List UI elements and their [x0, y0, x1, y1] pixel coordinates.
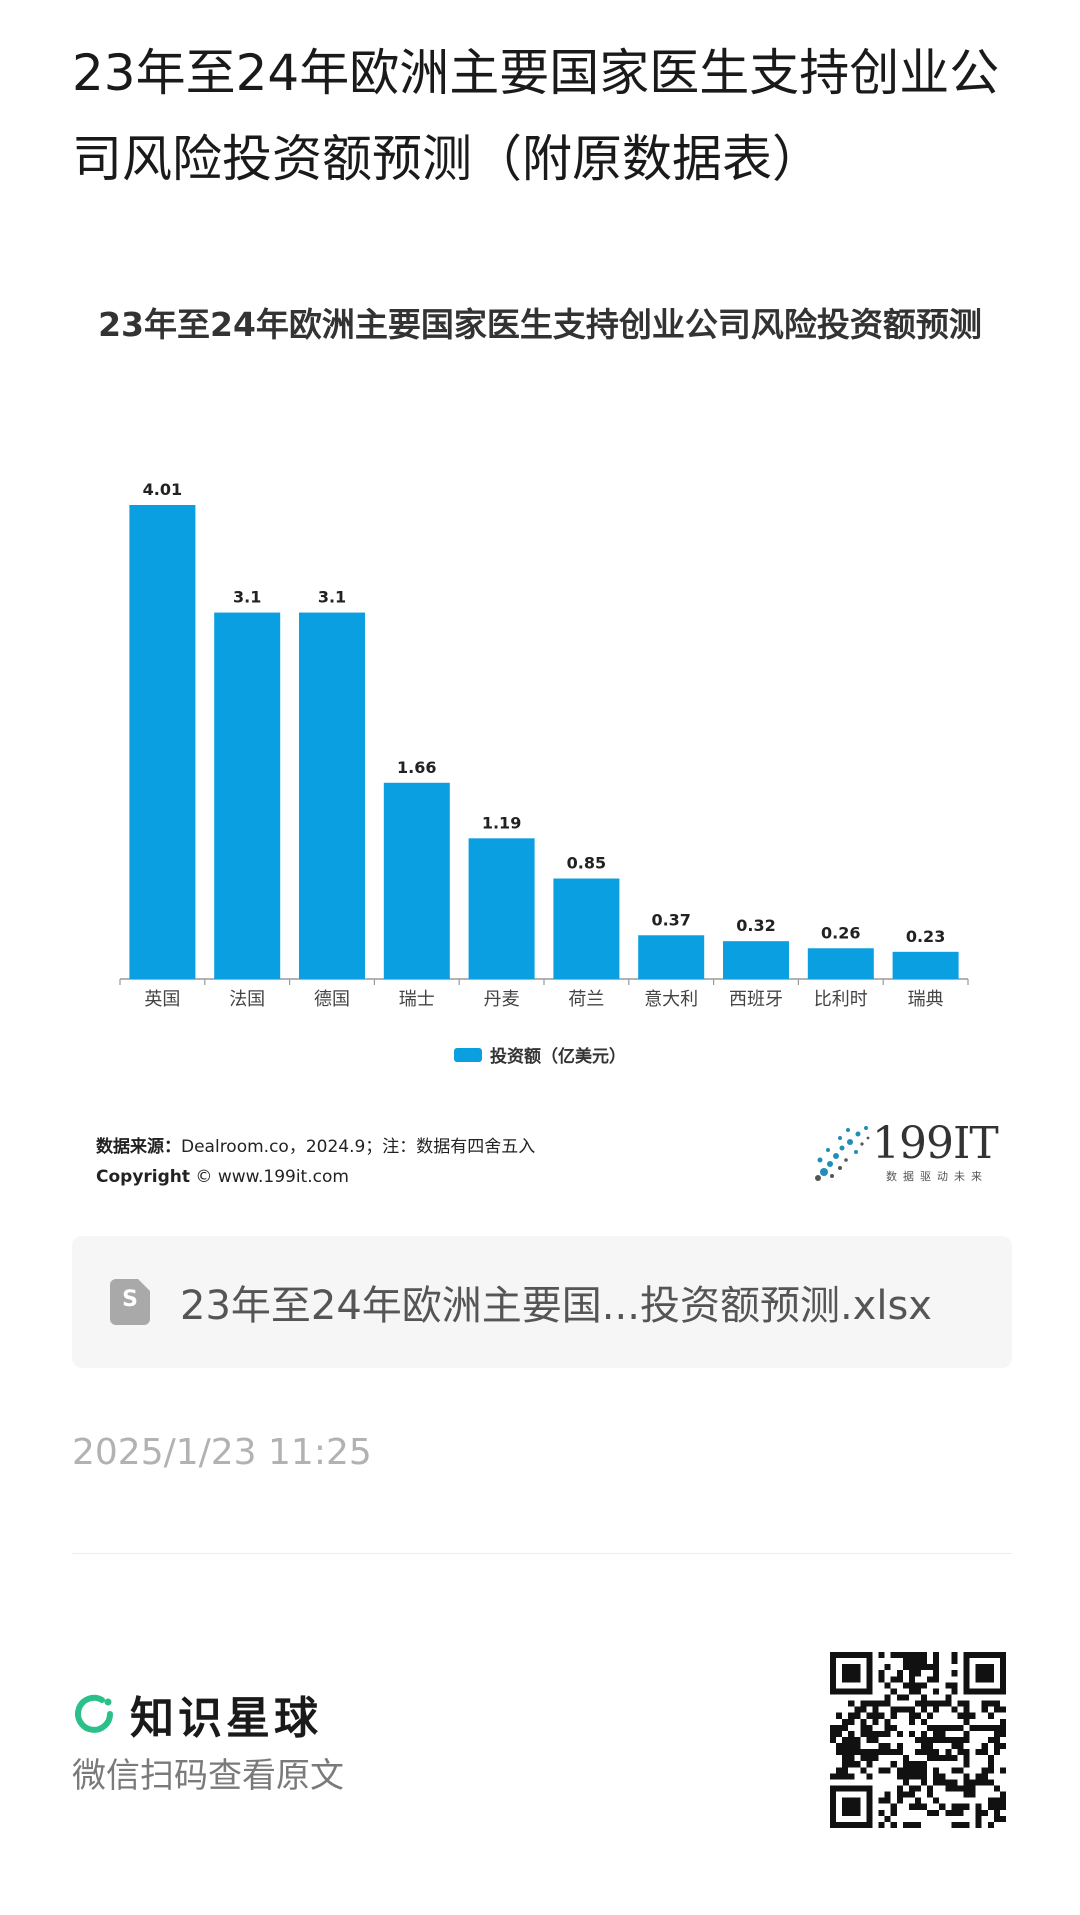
legend-swatch	[454, 1047, 482, 1062]
data-label-8: 0.26	[821, 923, 860, 942]
x-tick-label-4: 丹麦	[484, 989, 520, 1010]
data-label-5: 0.85	[567, 854, 606, 873]
x-tick-label-5: 荷兰	[568, 989, 604, 1010]
spreadsheet-file-icon: S	[110, 1279, 150, 1325]
source-text: Dealroom.co，2024.9；注：数据有四舍五入	[181, 1137, 536, 1157]
ring-logo-icon	[75, 1694, 113, 1733]
bar-chart: 4.01 英国 3.1 法国 3.1 德国 1.66 瑞士 1.19 丹麦 0.85 荷兰 0.37 意大…	[119, 480, 969, 1010]
brand-slogan: 数据驱动未来	[886, 1170, 988, 1183]
brand-name: 199IT	[872, 1118, 999, 1169]
x-tick-label-6: 意大利	[644, 989, 698, 1010]
footer-brand-name: 知识星球	[130, 1693, 322, 1744]
bar-2	[299, 612, 365, 979]
bar-1	[214, 612, 281, 979]
chart-legend: 投资额（亿美元）	[72, 1042, 1008, 1067]
bar-4	[468, 838, 535, 979]
bar-0	[129, 505, 196, 979]
chart-image: 4.01 英国 3.1 法国 3.1 德国 1.66 瑞士 1.19 丹麦 0.85 荷兰 0.37 意大…	[72, 300, 1008, 1200]
x-tick-label-0: 英国	[144, 989, 180, 1010]
x-tick-label-2: 德国	[314, 989, 350, 1010]
divider	[72, 1553, 1012, 1554]
bar-8	[807, 948, 874, 979]
file-name: 23年至24年欧洲主要国...投资额预测.xlsx	[180, 1283, 932, 1329]
footer-hint: 微信扫码查看原文	[72, 1756, 344, 1796]
data-label-1: 3.1	[233, 588, 261, 607]
x-tick-label-7: 西班牙	[729, 989, 783, 1010]
data-label-4: 1.19	[482, 813, 521, 832]
data-label-3: 1.66	[397, 758, 436, 777]
data-label-6: 0.37	[651, 910, 690, 929]
attachment-file-card[interactable]: S 23年至24年欧洲主要国...投资额预测.xlsx	[72, 1236, 1012, 1368]
legend-label: 投资额（亿美元）	[490, 1047, 626, 1067]
qr-code-icon[interactable]	[830, 1652, 1006, 1828]
bar-5	[553, 878, 620, 979]
bar-7	[723, 941, 789, 979]
dandelion-dots-icon	[815, 1126, 870, 1181]
data-label-0: 4.01	[143, 480, 182, 499]
copyright-url: www.199it.com	[217, 1167, 349, 1187]
x-tick-label-3: 瑞士	[399, 989, 435, 1010]
copyright-symbol: ©	[195, 1167, 213, 1187]
copyright-label: Copyright	[96, 1167, 191, 1187]
bar-6	[638, 935, 705, 979]
data-label-9: 0.23	[906, 927, 945, 946]
bar-9	[892, 951, 959, 979]
source-note: 数据来源：Dealroom.co，2024.9；注：数据有四舍五入 Copyri…	[96, 1132, 535, 1192]
brand-logo: 199IT 数据驱动未来	[810, 1116, 1010, 1188]
data-label-2: 3.1	[318, 588, 346, 607]
x-tick-label-1: 法国	[229, 989, 265, 1010]
x-tick-label-9: 瑞典	[908, 989, 944, 1010]
data-label-7: 0.32	[736, 916, 775, 935]
file-icon-letter: S	[122, 1287, 138, 1312]
bar-3	[383, 782, 450, 979]
article-title: 23年至24年欧洲主要国家医生支持创业公司风险投资额预测（附原数据表）	[72, 44, 1000, 188]
x-tick-label-8: 比利时	[814, 989, 868, 1010]
footer-brand: 知识星球	[72, 1682, 322, 1746]
chart-title: 23年至24年欧洲主要国家医生支持创业公司风险投资额预测	[98, 305, 982, 344]
source-label: 数据来源：	[96, 1137, 181, 1157]
publish-timestamp: 2025/1/23 11:25	[72, 1432, 372, 1473]
